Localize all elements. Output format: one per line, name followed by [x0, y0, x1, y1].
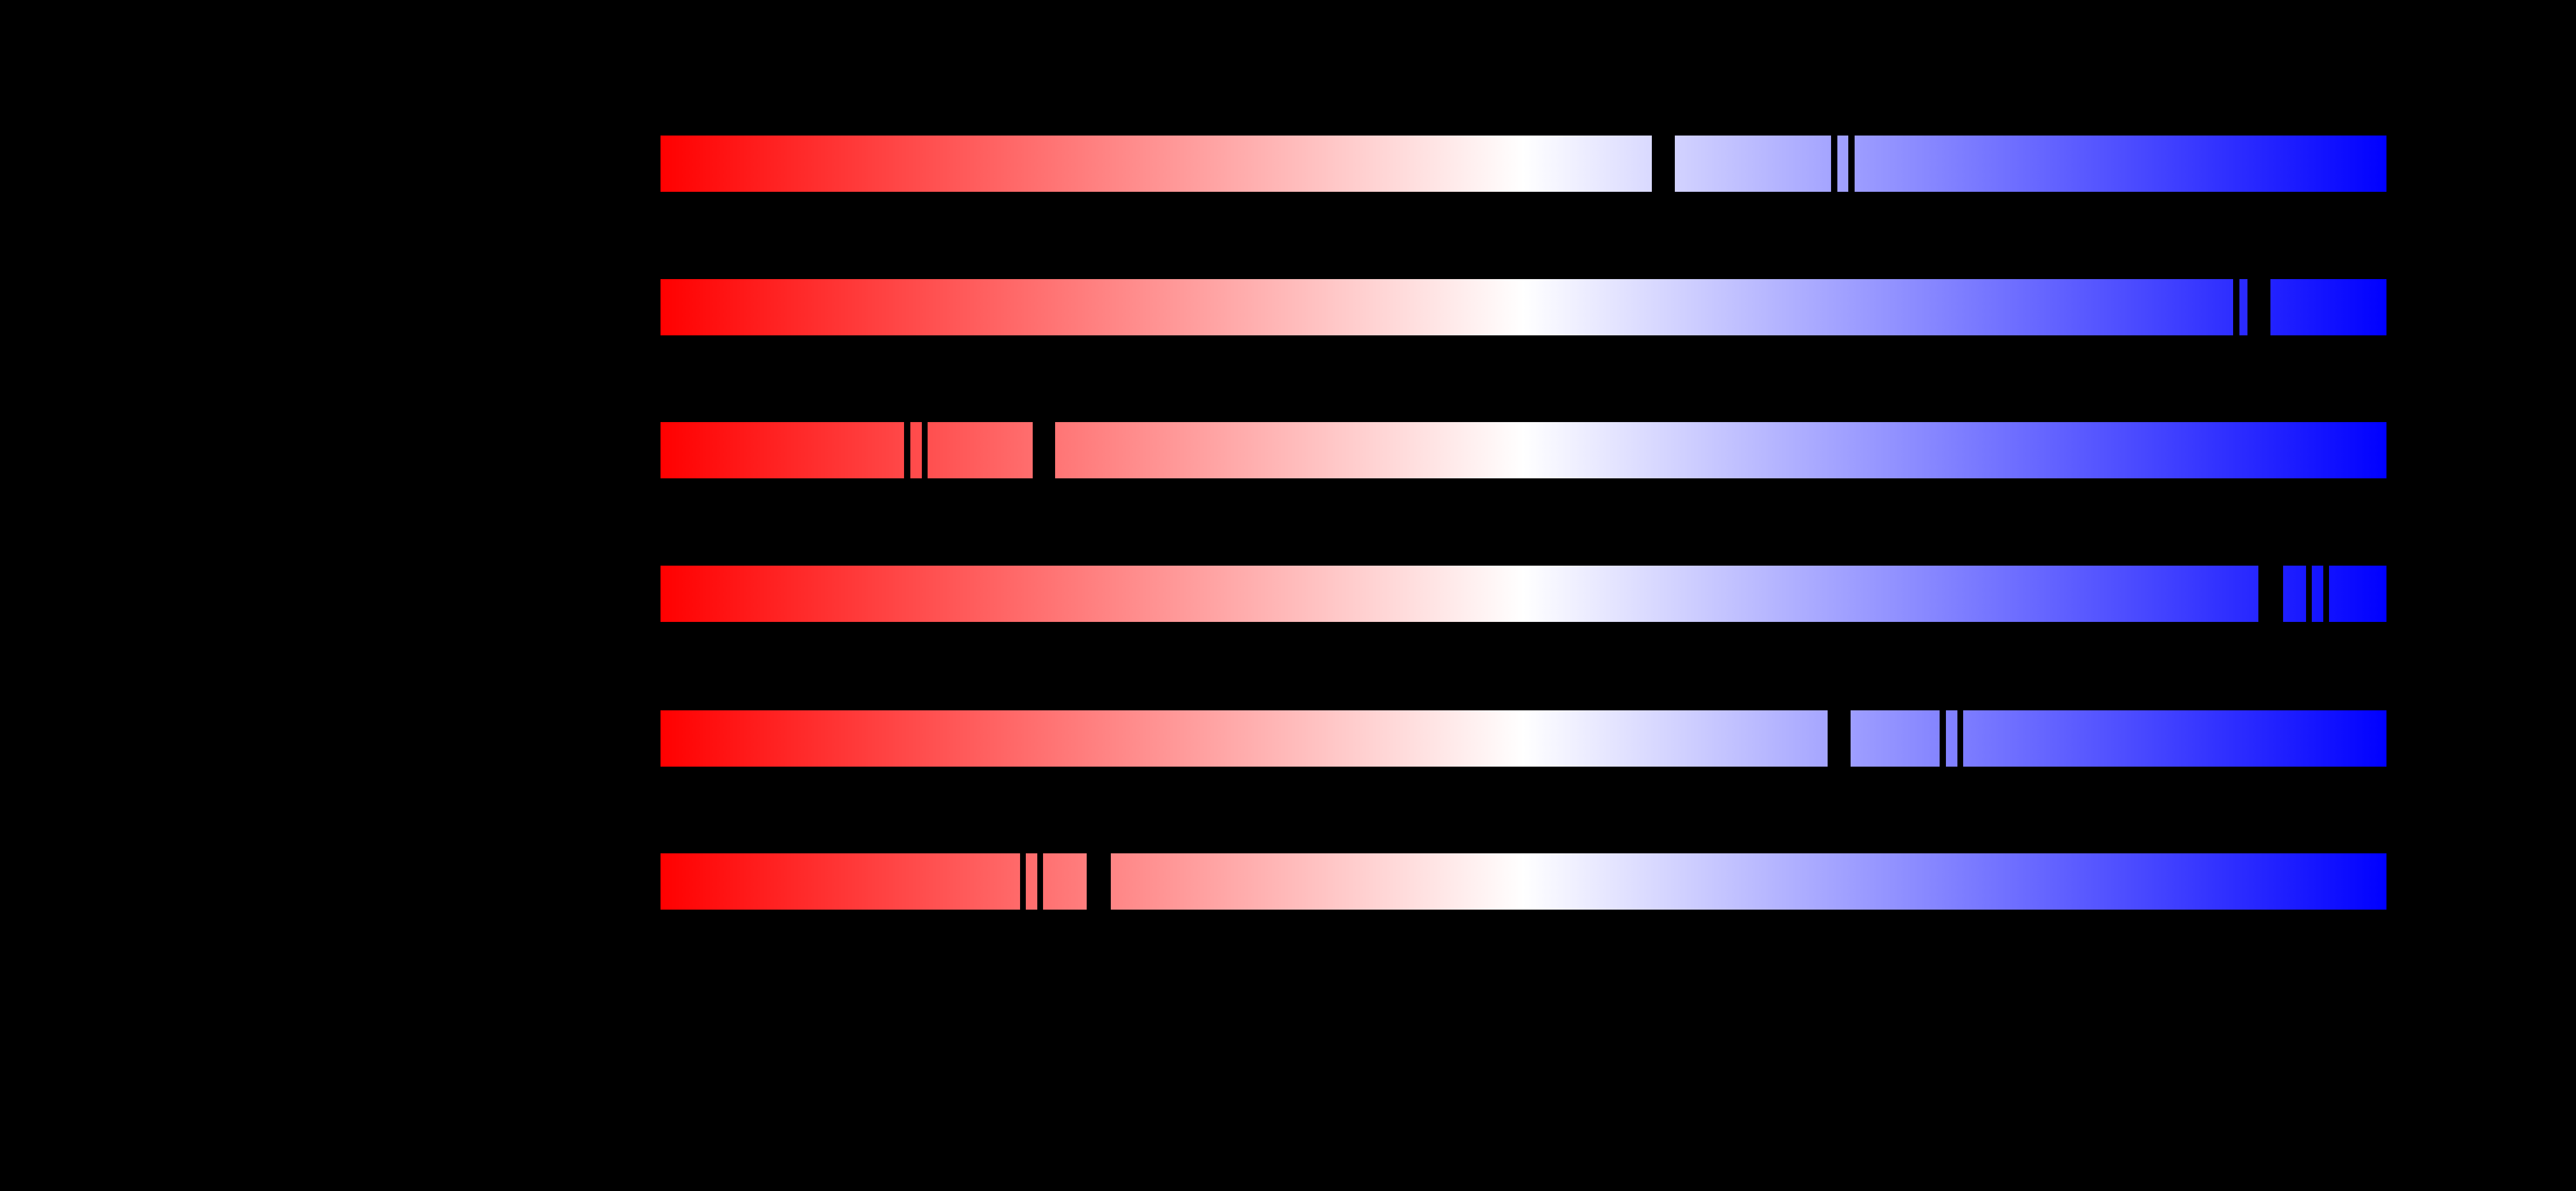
thin-marker-line [2233, 279, 2239, 335]
thick-marker-line [1087, 853, 1111, 910]
gradient-bar-row [661, 422, 2386, 478]
thick-marker-line [2247, 279, 2270, 335]
gradient-bar-row [661, 279, 2386, 335]
thick-marker-line [2258, 566, 2284, 622]
gradient-bar-row [661, 136, 2386, 192]
thick-marker-line [1828, 710, 1851, 767]
thick-marker-line [1651, 136, 1675, 192]
thin-marker-line [2323, 566, 2329, 622]
thin-marker-line [1848, 136, 1855, 192]
thin-marker-line [1020, 853, 1026, 910]
thin-marker-line [1037, 853, 1044, 910]
thin-marker-line [2305, 566, 2312, 622]
gradient-bar-row [661, 710, 2386, 767]
thin-marker-line [904, 422, 910, 478]
gradient-bar-row [661, 853, 2386, 910]
thin-marker-line [1940, 710, 1946, 767]
gradient-bar-row [661, 566, 2386, 622]
thin-marker-line [1831, 136, 1837, 192]
thick-marker-line [1032, 422, 1055, 478]
thin-marker-line [1957, 710, 1964, 767]
thin-marker-line [921, 422, 928, 478]
